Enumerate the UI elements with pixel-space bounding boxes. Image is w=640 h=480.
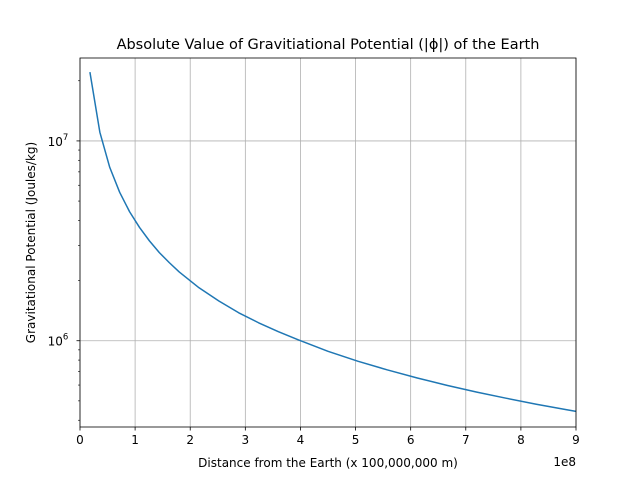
plot-area bbox=[80, 58, 576, 427]
x-tick-label: 8 bbox=[517, 433, 525, 447]
x-tick-label: 2 bbox=[186, 433, 194, 447]
axis-ticks: 0 1 2 3 4 5 6 7 8 9 106 107 bbox=[48, 80, 580, 447]
x-axis-label: Distance from the Earth (x 100,000,000 m… bbox=[198, 456, 458, 470]
x-tick-label: 0 bbox=[76, 433, 84, 447]
y-tick-label: 107 bbox=[48, 133, 69, 149]
x-tick-label: 3 bbox=[242, 433, 250, 447]
chart-title: Absolute Value of Gravitiational Potenti… bbox=[117, 37, 540, 53]
x-tick-label: 5 bbox=[352, 433, 360, 447]
x-tick-label: 7 bbox=[462, 433, 470, 447]
x-tick-label: 9 bbox=[572, 433, 580, 447]
y-axis-label: Gravitational Potential (Joules/kg) bbox=[24, 142, 38, 343]
plot-frame bbox=[79, 57, 577, 428]
data-series bbox=[89, 71, 577, 413]
x-tick-label: 1 bbox=[131, 433, 139, 447]
potential-line bbox=[89, 71, 577, 413]
x-tick-label: 4 bbox=[297, 433, 305, 447]
x-axis-offset-label: 1e8 bbox=[553, 455, 576, 469]
x-tick-label: 6 bbox=[407, 433, 415, 447]
y-tick-label: 106 bbox=[48, 333, 69, 349]
